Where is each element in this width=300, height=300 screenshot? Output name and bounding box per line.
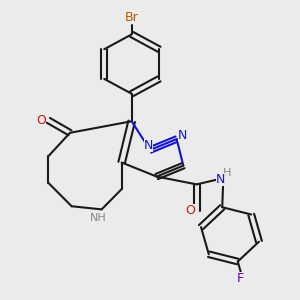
Text: N: N <box>144 139 153 152</box>
Text: H: H <box>223 168 231 178</box>
Text: N: N <box>216 173 225 186</box>
Text: Br: Br <box>125 11 139 24</box>
Text: F: F <box>237 272 244 285</box>
Text: NH: NH <box>90 213 107 223</box>
Text: N: N <box>178 129 188 142</box>
Text: O: O <box>185 204 195 218</box>
Text: O: O <box>36 114 46 127</box>
